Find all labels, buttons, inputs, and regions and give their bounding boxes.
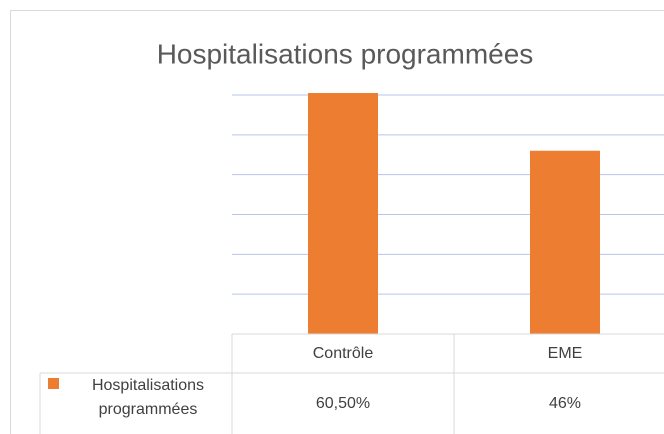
x-tick-label: Contrôle — [313, 345, 374, 362]
chart-title: Hospitalisations programmées — [157, 38, 534, 69]
bar — [308, 93, 378, 334]
table-value: 46% — [549, 395, 581, 412]
table-value: 60,50% — [316, 395, 370, 412]
bar — [530, 150, 600, 334]
legend-swatch — [48, 378, 59, 389]
x-tick-label: EME — [548, 345, 583, 362]
legend-label: Hospitalisations programmées — [91, 377, 205, 418]
